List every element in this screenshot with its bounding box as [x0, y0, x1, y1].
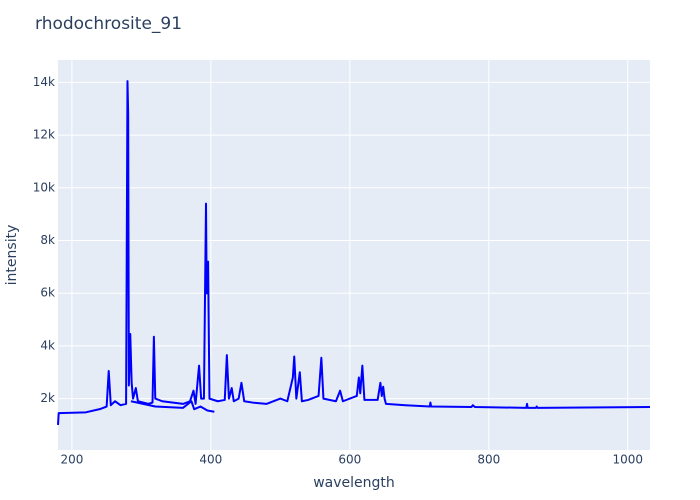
x-tick-label: 800 — [477, 453, 500, 467]
x-tick-label: 600 — [338, 453, 361, 467]
y-tick-label: 12k — [33, 128, 55, 142]
x-tick-label: 200 — [60, 453, 83, 467]
y-tick-label: 10k — [33, 180, 55, 194]
y-axis-title: intensity — [4, 225, 20, 286]
y-tick-label: 6k — [40, 286, 55, 300]
chart-title: rhodochrosite_91 — [35, 14, 182, 34]
y-tick-label: 2k — [40, 391, 55, 405]
y-tick-label: 14k — [33, 75, 55, 89]
plot-background — [58, 60, 650, 450]
x-tick-label: 1000 — [612, 453, 643, 467]
y-tick-label: 4k — [40, 338, 55, 352]
x-axis-title: wavelength — [313, 475, 395, 491]
y-tick-label: 8k — [40, 233, 55, 247]
spectrum-line — [57, 80, 651, 426]
x-tick-label: 400 — [199, 453, 222, 467]
marks — [57, 80, 651, 426]
